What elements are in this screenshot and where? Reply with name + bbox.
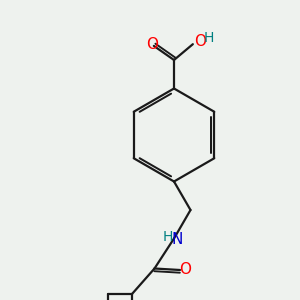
Text: H: H [203, 31, 214, 45]
Text: O: O [179, 262, 191, 278]
Text: H: H [162, 230, 172, 244]
Text: N: N [172, 232, 183, 247]
Text: O: O [194, 34, 206, 49]
Text: O: O [146, 37, 158, 52]
